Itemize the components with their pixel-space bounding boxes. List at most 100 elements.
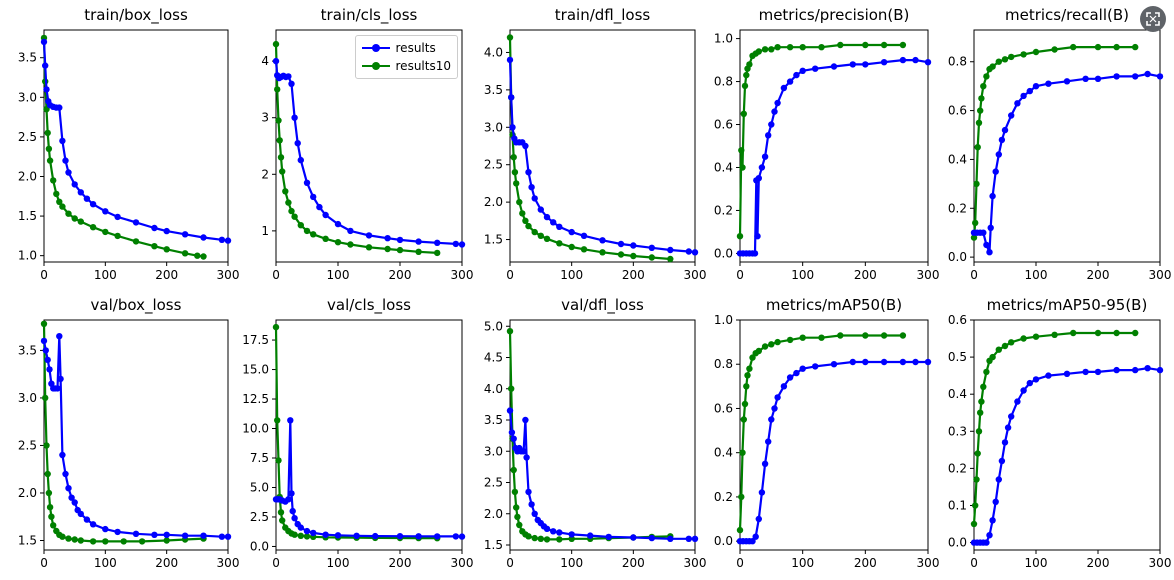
data-point xyxy=(508,385,515,392)
y-tick-label: 1.0 xyxy=(714,32,733,46)
y-tick-label: 2.5 xyxy=(18,438,37,452)
data-point xyxy=(114,213,121,221)
data-point xyxy=(77,218,84,225)
data-point xyxy=(1132,329,1139,337)
data-point xyxy=(347,227,354,235)
data-point xyxy=(59,533,66,540)
data-point xyxy=(272,40,280,48)
series-results xyxy=(970,365,1164,546)
series-line-results10 xyxy=(274,327,438,540)
data-point xyxy=(353,532,360,539)
data-point xyxy=(514,513,521,521)
data-point xyxy=(989,353,996,361)
data-point xyxy=(1094,75,1102,82)
data-point xyxy=(1001,56,1009,63)
x-tick-label: 300 xyxy=(217,268,240,282)
series-line-results xyxy=(42,335,228,538)
data-point xyxy=(396,236,404,244)
data-point xyxy=(510,466,517,474)
plot-val-cls-loss: val/cls_loss 0 100 200 300 0.0 2.5 5.0 7.5 10.0 12… xyxy=(242,296,473,570)
plot-title: train/box_loss xyxy=(84,6,188,24)
series-results xyxy=(272,417,466,540)
data-point xyxy=(741,400,749,408)
data-point xyxy=(774,44,781,51)
y-tick-label: 0.0 xyxy=(714,534,733,548)
data-point xyxy=(1008,339,1015,346)
data-point xyxy=(42,62,49,69)
x-tick-label: 0 xyxy=(970,556,978,570)
y-tick-label: 0.0 xyxy=(948,250,967,264)
data-point xyxy=(550,219,557,226)
data-point xyxy=(1063,78,1071,85)
data-point xyxy=(880,358,888,366)
plot-title: val/box_loss xyxy=(90,296,182,314)
data-point xyxy=(434,249,441,257)
y-tick-label: 0.8 xyxy=(714,75,733,89)
y-tick-label: 1.0 xyxy=(714,313,733,327)
data-point xyxy=(509,124,516,131)
x-tick-label: 0 xyxy=(272,268,280,282)
data-point xyxy=(65,535,72,542)
data-point xyxy=(508,429,516,436)
data-point xyxy=(924,358,932,366)
plot-svg-metrics-map50-b: 0 100 200 300 0.0 0.2 0.4 0.6 0.8 1.0 xyxy=(714,313,940,570)
data-point xyxy=(1020,51,1027,58)
expand-button[interactable] xyxy=(1140,6,1166,32)
data-point xyxy=(771,405,778,412)
series-results xyxy=(736,56,932,257)
series-line-results xyxy=(740,360,928,543)
data-point xyxy=(458,533,466,540)
series-results10 xyxy=(506,328,674,543)
data-point xyxy=(303,533,311,540)
data-point xyxy=(973,476,980,483)
data-point xyxy=(322,531,329,538)
data-point xyxy=(667,535,674,542)
data-point xyxy=(384,235,391,242)
data-point xyxy=(543,536,551,543)
data-point xyxy=(599,249,606,256)
x-tick-label: 100 xyxy=(1025,556,1048,570)
legend-swatch xyxy=(361,43,390,53)
data-point xyxy=(818,334,825,341)
data-point xyxy=(46,366,53,373)
y-tick-label: 3.0 xyxy=(18,90,37,104)
data-point xyxy=(289,507,296,515)
y-tick-label: 0.8 xyxy=(948,55,967,69)
data-point xyxy=(556,529,563,536)
data-point xyxy=(511,488,519,496)
data-point xyxy=(744,372,751,379)
data-point xyxy=(44,129,51,137)
x-tick-label: 300 xyxy=(684,556,707,570)
data-point xyxy=(793,369,800,377)
data-point xyxy=(768,46,775,53)
data-point xyxy=(1113,43,1120,51)
x-tick-label: 100 xyxy=(94,556,117,570)
x-tick-label: 300 xyxy=(917,556,940,570)
data-point xyxy=(912,56,919,64)
data-point xyxy=(62,470,69,478)
y-tick-label: 3.5 xyxy=(484,413,503,427)
x-tick-label: 200 xyxy=(1087,268,1110,282)
series-results xyxy=(506,56,699,256)
data-point xyxy=(528,501,535,508)
data-point xyxy=(218,236,226,243)
data-point xyxy=(837,332,844,339)
data-point xyxy=(44,470,51,478)
x-tick-label: 100 xyxy=(327,268,350,282)
data-point xyxy=(630,252,637,260)
data-point xyxy=(749,538,756,545)
data-point xyxy=(102,538,109,545)
y-tick-label: 2.5 xyxy=(18,130,37,144)
y-tick-label: 2.0 xyxy=(18,169,37,183)
data-point xyxy=(334,532,342,539)
data-point xyxy=(43,442,50,449)
data-point xyxy=(285,73,292,80)
series-line-results10 xyxy=(972,46,1136,238)
y-tick-label: 3.0 xyxy=(484,444,503,458)
y-tick-label: 0.4 xyxy=(714,446,733,460)
data-point xyxy=(980,383,987,390)
data-point xyxy=(1020,335,1027,342)
data-point xyxy=(899,41,907,49)
data-point xyxy=(986,532,993,539)
